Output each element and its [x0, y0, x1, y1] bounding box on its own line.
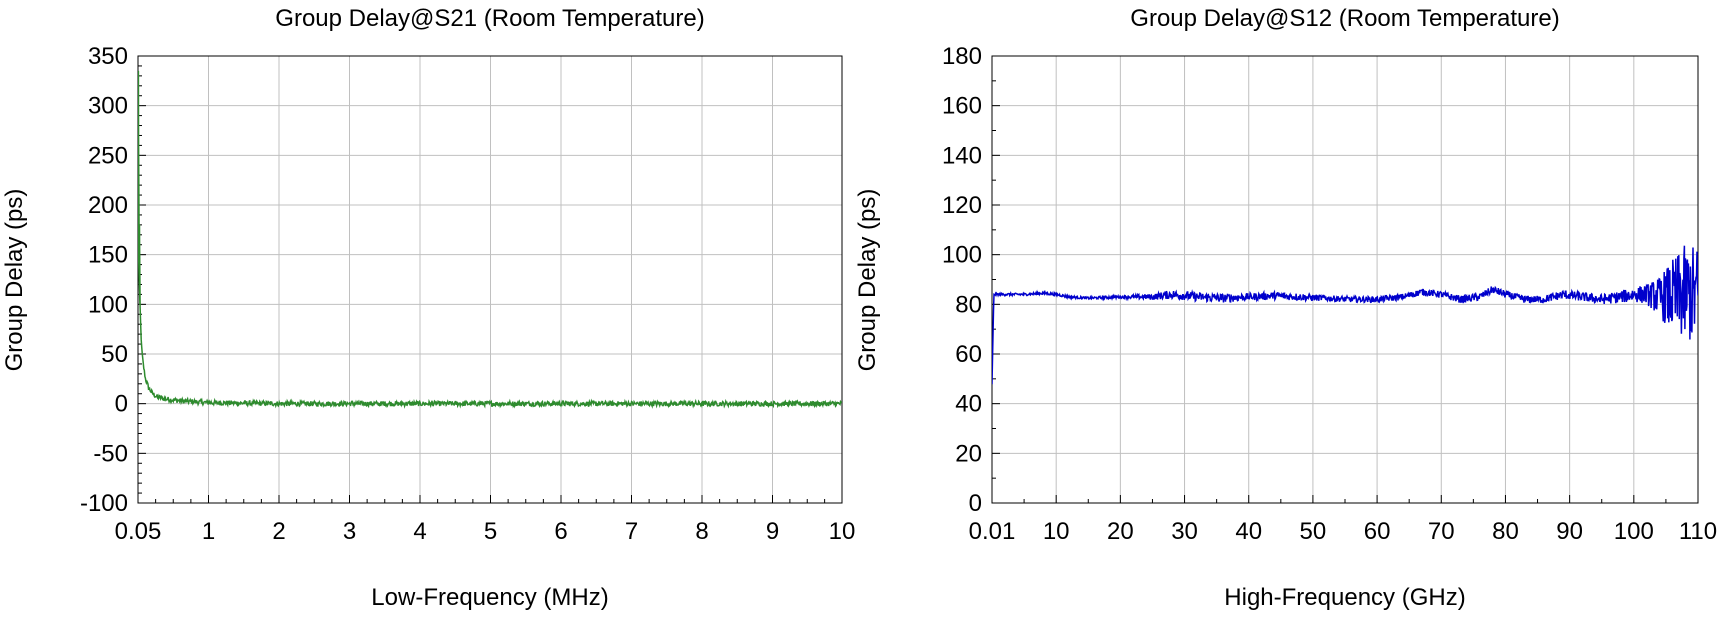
- chart-title: Group Delay@S21 (Room Temperature): [275, 5, 704, 32]
- y-tick-label: 40: [955, 391, 982, 418]
- series-line: [138, 70, 842, 409]
- y-tick-label: 300: [88, 93, 128, 120]
- y-axis-label: Group Delay (ps): [1, 189, 28, 372]
- x-tick-label: 80: [1492, 518, 1519, 545]
- x-axis-label: Low-Frequency (MHz): [371, 584, 608, 611]
- x-tick-label: 1: [202, 518, 215, 545]
- x-tick-label: 0.05: [115, 518, 162, 545]
- x-tick-label: 50: [1300, 518, 1327, 545]
- plot-frame: [991, 55, 1699, 504]
- y-tick-label: 0: [969, 490, 982, 517]
- x-tick-label: 0.01: [969, 518, 1016, 545]
- x-tick-label: 10: [1043, 518, 1070, 545]
- x-tick-label: 6: [554, 518, 567, 545]
- x-tick-label: 60: [1364, 518, 1391, 545]
- x-tick-label: 5: [484, 518, 497, 545]
- x-tick-label: 30: [1171, 518, 1198, 545]
- x-tick-label: 2: [272, 518, 285, 545]
- y-tick-label: 200: [88, 192, 128, 219]
- x-tick-label: 4: [413, 518, 426, 545]
- y-tick-label: 160: [942, 93, 982, 120]
- y-tick-label: 250: [88, 142, 128, 169]
- y-tick-label: -100: [80, 490, 128, 517]
- x-tick-label: 100: [1614, 518, 1654, 545]
- series-line: [992, 245, 1698, 385]
- plot-s21: 0.05 1 2 3 4 5 6 7 8 9 10 -100 -50 0 50 100 150 200 250 300…: [1, 5, 855, 611]
- y-tick-label: 140: [942, 142, 982, 169]
- y-tick-label: 50: [101, 341, 128, 368]
- chart-title: Group Delay@S12 (Room Temperature): [1130, 5, 1559, 32]
- x-tick-label: 10: [829, 518, 856, 545]
- x-tick-label: 7: [625, 518, 638, 545]
- plot-s12: 0.01 10 20 30 40 50 60 70 80 90 100 110 0 20 40 60 80 100…: [854, 5, 1717, 611]
- y-tick-label: 100: [88, 291, 128, 318]
- y-tick-label: 80: [955, 291, 982, 318]
- x-tick-label: 110: [1679, 518, 1717, 545]
- x-tick-label: 8: [695, 518, 708, 545]
- x-tick-label: 20: [1107, 518, 1134, 545]
- x-tick-label: 3: [343, 518, 356, 545]
- y-axis-label: Group Delay (ps): [854, 189, 881, 372]
- y-tick-label: 350: [88, 43, 128, 70]
- x-tick-label: 40: [1235, 518, 1262, 545]
- x-tick-label: 90: [1556, 518, 1583, 545]
- y-tick-label: 60: [955, 341, 982, 368]
- y-tick-label: 120: [942, 192, 982, 219]
- y-tick-label: 180: [942, 43, 982, 70]
- y-tick-label: 100: [942, 242, 982, 269]
- x-tick-label: 70: [1428, 518, 1455, 545]
- x-tick-label: 9: [766, 518, 779, 545]
- y-tick-label: 0: [115, 391, 128, 418]
- x-axis-label: High-Frequency (GHz): [1224, 584, 1465, 611]
- y-tick-label: -50: [93, 440, 128, 467]
- y-tick-label: 150: [88, 242, 128, 269]
- y-tick-label: 20: [955, 440, 982, 467]
